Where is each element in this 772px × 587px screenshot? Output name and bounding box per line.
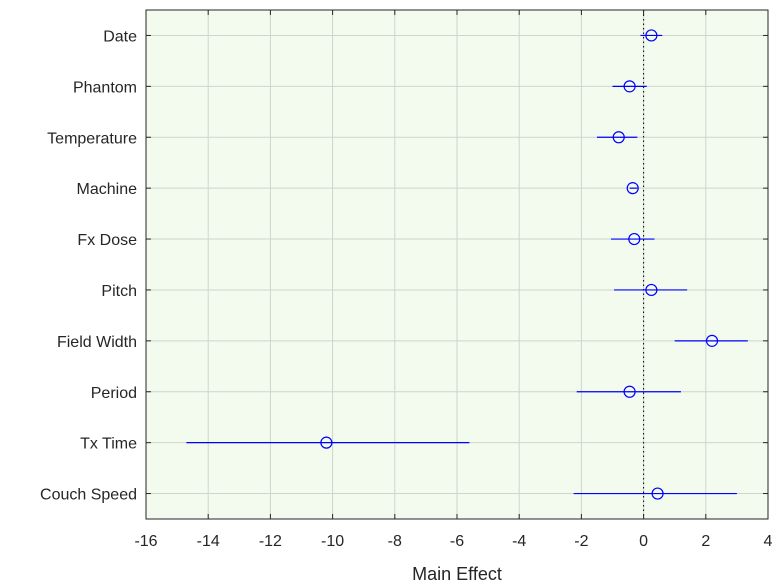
x-tick-label: 2: [701, 533, 710, 550]
y-tick-label: Machine: [77, 181, 138, 198]
x-tick-label: -6: [450, 533, 464, 550]
effect-marker-date: [645, 29, 658, 42]
y-tick-label: Phantom: [73, 79, 137, 96]
effect-marker-phantom: [623, 80, 636, 93]
effect-marker-machine: [626, 182, 639, 195]
y-tick-label: Pitch: [101, 283, 137, 300]
y-tick-label: Tx Time: [80, 436, 137, 453]
effect-marker-couch-speed: [651, 487, 664, 500]
effect-marker-field-width: [705, 334, 719, 347]
y-tick-label: Fx Dose: [77, 232, 137, 249]
x-tick-label: 4: [764, 533, 772, 550]
x-tick-label: -8: [388, 533, 402, 550]
effect-intervals: [186, 29, 748, 500]
effect-marker-period: [623, 385, 636, 398]
axis-ticks: [145, 10, 769, 519]
effect-marker-fx-dose: [628, 232, 641, 246]
x-tick-label: -12: [259, 533, 282, 550]
x-tick-label: -16: [134, 533, 157, 550]
x-tick-labels: -16 -14 -12 -10 -8 -6 -4 -2 0 2 4: [134, 533, 772, 550]
y-tick-label: Temperature: [47, 130, 137, 147]
effect-marker-tx-time: [320, 436, 333, 449]
x-tick-label: -10: [321, 533, 344, 550]
y-tick-labels: Date Phantom Temperature Machine Fx Dose Pitc…: [40, 28, 137, 503]
x-tick-label: -14: [197, 533, 220, 550]
x-tick-label: -4: [512, 533, 526, 550]
y-tick-label: Field Width: [57, 334, 137, 351]
x-tick-label: 0: [639, 533, 648, 550]
y-tick-label: Date: [103, 28, 137, 45]
x-axis-label: Main Effect: [412, 564, 502, 584]
effect-marker-temperature: [612, 131, 625, 144]
effect-marker-pitch: [645, 283, 658, 297]
y-tick-label: Couch Speed: [40, 487, 137, 504]
y-tick-label: Period: [91, 385, 137, 402]
x-tick-label: -2: [574, 533, 588, 550]
